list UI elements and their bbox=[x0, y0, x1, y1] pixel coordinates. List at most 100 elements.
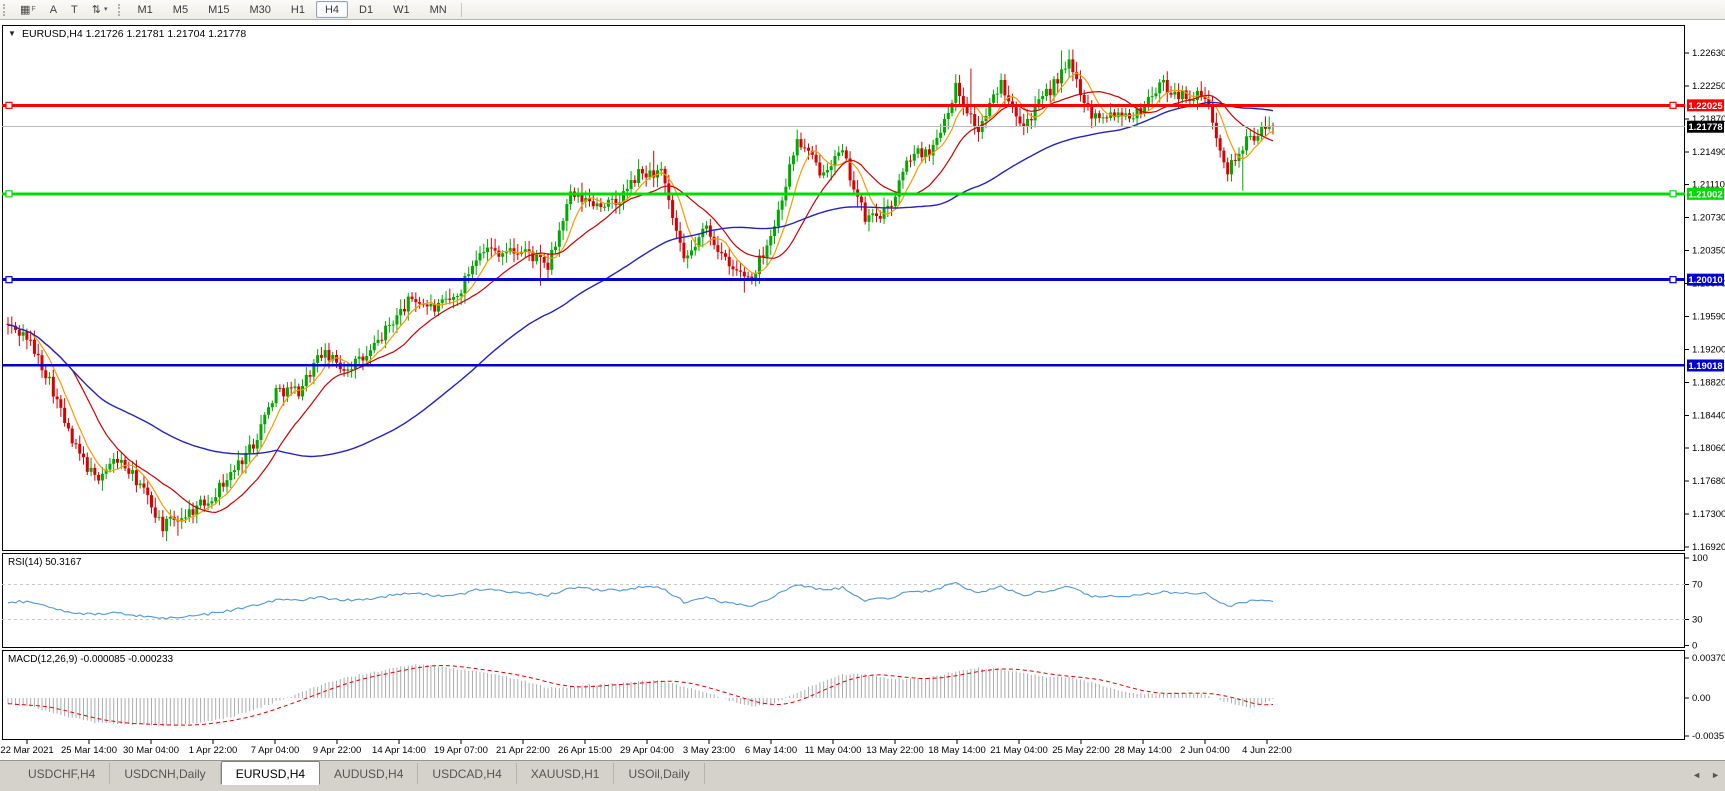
candle-body bbox=[890, 205, 894, 207]
candle-body bbox=[444, 298, 448, 300]
candle-body bbox=[357, 356, 361, 359]
level-price-label-box bbox=[1687, 99, 1724, 112]
timeframe-mn-button[interactable]: MN bbox=[429, 3, 447, 16]
one-click-trading-toggle-icon[interactable]: ▼ bbox=[8, 29, 16, 38]
candle-body bbox=[1090, 104, 1094, 119]
candle-body bbox=[353, 358, 357, 370]
chart-canvas[interactable]: 1.22630 1.22250 1.21870 1.21490 1.21110 1.207… bbox=[0, 0, 1725, 760]
candle-body bbox=[350, 369, 354, 371]
candle-body bbox=[429, 303, 433, 307]
candle-body bbox=[535, 254, 539, 262]
candle-body bbox=[942, 119, 946, 133]
tab-scroll-right-icon[interactable]: ► bbox=[1711, 770, 1720, 780]
candle-body bbox=[297, 386, 301, 397]
candle-body bbox=[924, 149, 928, 158]
candle-body bbox=[973, 114, 977, 127]
timeframe-m5-button[interactable]: M5 bbox=[172, 3, 189, 16]
timeframe-w1-button[interactable]: W1 bbox=[393, 3, 410, 16]
candle-body bbox=[689, 250, 693, 256]
tab-usdcnh-daily[interactable]: USDCNH,Daily bbox=[110, 763, 221, 784]
candle-body bbox=[414, 299, 418, 303]
tab-audusd-h4[interactable]: AUDUSD,H4 bbox=[320, 763, 419, 784]
candle-body bbox=[217, 482, 221, 498]
hline-handle[interactable] bbox=[5, 190, 13, 198]
candle-body bbox=[931, 144, 935, 156]
candle-body bbox=[508, 248, 512, 253]
candle-body bbox=[1199, 90, 1203, 96]
candle-body bbox=[214, 497, 218, 502]
date-tick-label: 30 Mar 04:00 bbox=[123, 745, 179, 756]
cursor-tool-icon[interactable]: A bbox=[49, 3, 58, 16]
candle-body bbox=[467, 274, 471, 276]
candle-body bbox=[55, 396, 59, 400]
candle-body bbox=[187, 509, 191, 518]
candle-body bbox=[682, 242, 686, 259]
candle-body bbox=[36, 353, 40, 356]
candle-body bbox=[965, 106, 969, 114]
timeframe-h1-button[interactable]: H1 bbox=[290, 3, 305, 16]
candle-body bbox=[841, 150, 845, 153]
tab-eurusd-h4[interactable]: EURUSD,H4 bbox=[220, 761, 321, 785]
text-tool-icon[interactable]: T bbox=[71, 3, 78, 16]
candle-body bbox=[372, 342, 376, 351]
candle-body bbox=[391, 324, 395, 326]
candle-body bbox=[459, 293, 463, 297]
timeframe-d1-button[interactable]: D1 bbox=[359, 3, 374, 16]
price-tick-label: 1.18060 bbox=[1692, 443, 1725, 454]
hline-handle[interactable] bbox=[1669, 190, 1677, 198]
candle-body bbox=[240, 460, 244, 465]
candle-body bbox=[493, 248, 497, 251]
tab-xauusd-h1[interactable]: XAUUSD,H1 bbox=[517, 763, 615, 784]
candle-body bbox=[180, 518, 184, 522]
candle-body bbox=[1267, 125, 1271, 129]
tab-usdchf-h4[interactable]: USDCHF,H4 bbox=[14, 763, 111, 784]
tab-usdcad-h4[interactable]: USDCAD,H4 bbox=[418, 763, 517, 784]
candle-body bbox=[48, 376, 52, 379]
price-axis[interactable]: 1.22630 1.22250 1.21870 1.21490 1.21110 1.207… bbox=[1685, 48, 1725, 742]
candle-body bbox=[1165, 79, 1169, 93]
hline-handle[interactable] bbox=[1669, 276, 1677, 284]
drawing-tools-group: ▦ F A T ⇅ ▾ bbox=[13, 1, 115, 18]
candle-body bbox=[285, 387, 289, 397]
candle-body bbox=[32, 339, 36, 354]
timeframe-m1-button[interactable]: M1 bbox=[137, 3, 153, 16]
arrows-tool-icon[interactable]: ⇅ ▾ bbox=[91, 3, 108, 16]
candle-body bbox=[146, 487, 150, 496]
date-tick-label: 26 Apr 15:00 bbox=[558, 745, 612, 756]
candle-body bbox=[731, 266, 735, 270]
candle-body bbox=[59, 399, 63, 408]
tab-usoil-daily[interactable]: USOil,Daily bbox=[614, 763, 705, 784]
candle-body bbox=[678, 230, 682, 243]
main-panel-border bbox=[2, 25, 1685, 551]
candle-body bbox=[440, 299, 444, 303]
rsi-line bbox=[7, 581, 1274, 620]
toolbar-drag-handle[interactable] bbox=[117, 3, 123, 16]
hline-handle[interactable] bbox=[5, 101, 13, 109]
timeframe-h4-button[interactable]: H4 bbox=[315, 1, 348, 18]
date-tick-label: 29 Apr 04:00 bbox=[620, 745, 674, 756]
hline-handle[interactable] bbox=[5, 276, 13, 284]
date-tick-label: 21 Apr 22:00 bbox=[496, 745, 550, 756]
candle-body bbox=[697, 237, 701, 247]
chart-tabs-bar: USDCHF,H4 USDCNH,Daily EURUSD,H4 AUDUSD,H4 U… bbox=[0, 760, 1725, 791]
candle-body bbox=[648, 170, 652, 178]
tab-scroll-left-icon[interactable]: ◄ bbox=[1692, 770, 1702, 780]
candle-body bbox=[988, 102, 992, 116]
candle-body bbox=[51, 376, 55, 397]
candle-body bbox=[304, 375, 308, 386]
date-axis[interactable]: 22 Mar 2021 25 Mar 14:00 30 Mar 04:00 1 Apr… bbox=[0, 740, 1292, 756]
hline-handle[interactable] bbox=[1669, 101, 1677, 109]
price-tick-label: 1.20730 bbox=[1692, 213, 1725, 224]
toolbar-drag-handle[interactable] bbox=[3, 3, 8, 16]
candle-body bbox=[319, 355, 323, 358]
candle-body bbox=[995, 93, 999, 95]
timeframe-m15-button[interactable]: M15 bbox=[208, 3, 230, 16]
candle-body bbox=[610, 198, 614, 200]
candle-body bbox=[82, 453, 86, 458]
timeframe-m30-button[interactable]: M30 bbox=[249, 3, 271, 16]
candle-body bbox=[1180, 90, 1184, 100]
grid-tool-icon[interactable]: ▦ F bbox=[20, 3, 36, 16]
chart-tabs: USDCHF,H4 USDCNH,Daily EURUSD,H4 AUDUSD,H4 U… bbox=[0, 761, 1725, 787]
date-tick-label: 22 Mar 2021 bbox=[0, 745, 53, 756]
candle-body bbox=[70, 428, 74, 444]
